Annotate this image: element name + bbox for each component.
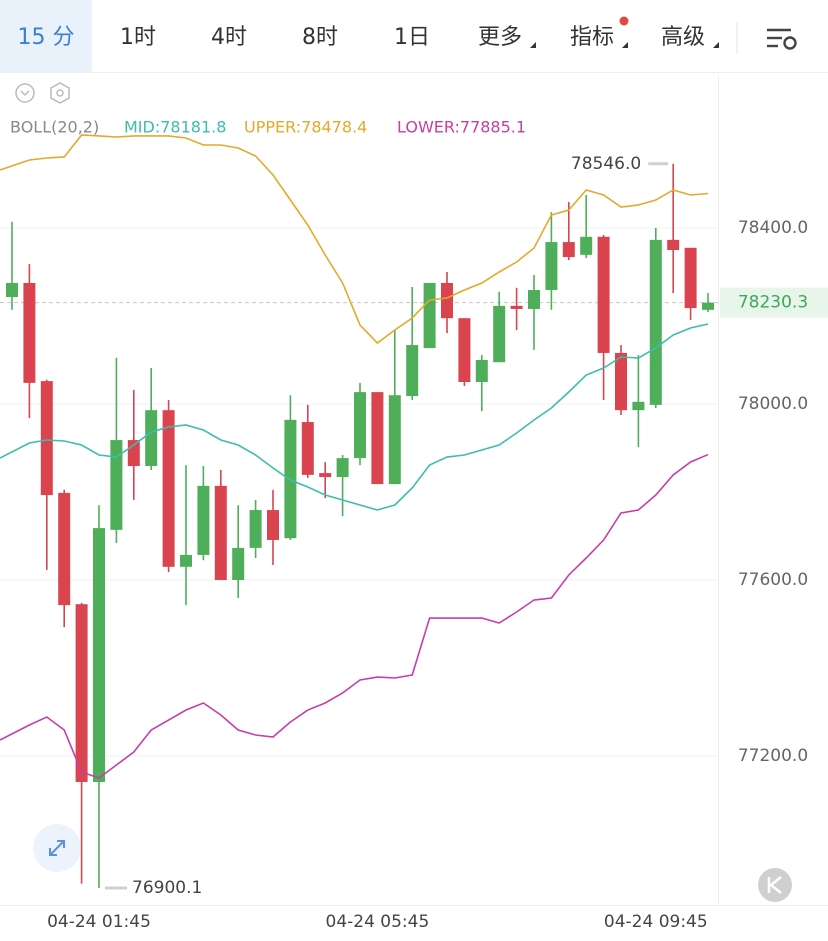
last-price-box (720, 287, 828, 318)
candle-body (110, 440, 123, 530)
expand-button[interactable] (33, 824, 81, 872)
tab[interactable]: 1时 (120, 25, 156, 50)
candle-body (6, 282, 18, 298)
candle-body (354, 392, 366, 459)
legend-entry: UPPER:78478.4 (244, 118, 367, 137)
dropdown-arrow (622, 42, 628, 48)
candle-body (75, 604, 88, 782)
tab-selected-bg (0, 0, 92, 72)
tab[interactable]: 4时 (211, 25, 247, 50)
y-tick-label: 78000.0 (738, 394, 808, 414)
candle-body (301, 422, 314, 475)
candle-body (232, 547, 245, 581)
band-line (0, 134, 709, 345)
settings-icon[interactable] (767, 28, 797, 50)
candle-body (197, 485, 210, 555)
tab[interactable]: 15 分 (18, 25, 75, 50)
tab[interactable]: 指标 (570, 25, 614, 50)
candle-body (528, 290, 540, 309)
candle-body (562, 242, 575, 258)
dropdown-arrow (713, 42, 719, 48)
y-tick-label: 78400.0 (738, 218, 808, 238)
indicator-label: BOLL(20,2) (10, 118, 99, 137)
x-tick-label: 04-24 01:45 (47, 912, 151, 932)
tab[interactable]: 8时 (302, 25, 338, 50)
candle-body (23, 282, 36, 383)
candle-body (180, 554, 192, 567)
x-tick-label: 04-24 05:45 (326, 912, 430, 932)
candle-body (597, 236, 610, 353)
candle-body (145, 410, 158, 467)
candle-body (441, 282, 453, 319)
chart-tools[interactable] (15, 82, 70, 104)
max-label: 78546.0 (571, 154, 641, 174)
legend-entry: LOWER:77885.1 (397, 118, 526, 137)
candle-body (406, 345, 419, 397)
dropdown-arrow (530, 42, 536, 48)
candle-body (493, 305, 506, 363)
candle-body (667, 239, 680, 250)
candle-body (475, 359, 488, 382)
tab[interactable]: 高级 (661, 25, 705, 50)
candle-body (388, 395, 401, 485)
candle-body (510, 305, 523, 309)
candle-body (249, 510, 262, 548)
candle-body (214, 485, 227, 581)
candle-body (127, 440, 140, 467)
candle-body (40, 381, 53, 496)
min-label: 76900.1 (132, 878, 202, 898)
candle-body (162, 410, 175, 567)
y-tick-label: 77200.0 (738, 746, 808, 766)
kline-button[interactable] (758, 868, 792, 902)
candle-body (580, 236, 593, 255)
candle-body (458, 318, 471, 382)
candle-body (58, 492, 71, 606)
legend-entry: MID:78181.8 (124, 118, 226, 137)
last-price-label: 78230.3 (738, 293, 808, 313)
badge-dot (619, 16, 629, 26)
x-tick-label: 04-24 09:45 (604, 912, 708, 932)
candle-body (702, 302, 714, 310)
band-line (0, 453, 709, 779)
candle-body (371, 392, 384, 485)
y-tick-label: 77600.0 (738, 570, 808, 590)
candle-body (615, 352, 627, 411)
candle-body (336, 458, 349, 478)
band-line (0, 323, 709, 511)
tab[interactable]: 1日 (394, 25, 430, 50)
candle-body (93, 528, 105, 782)
candle-body (545, 242, 558, 291)
candle-body (684, 247, 697, 309)
candle-body (319, 473, 332, 478)
candle-body (632, 401, 645, 411)
candle-body (267, 510, 279, 540)
candle-body (649, 239, 662, 405)
tab[interactable]: 更多 (478, 25, 522, 50)
candle-body (423, 282, 436, 349)
